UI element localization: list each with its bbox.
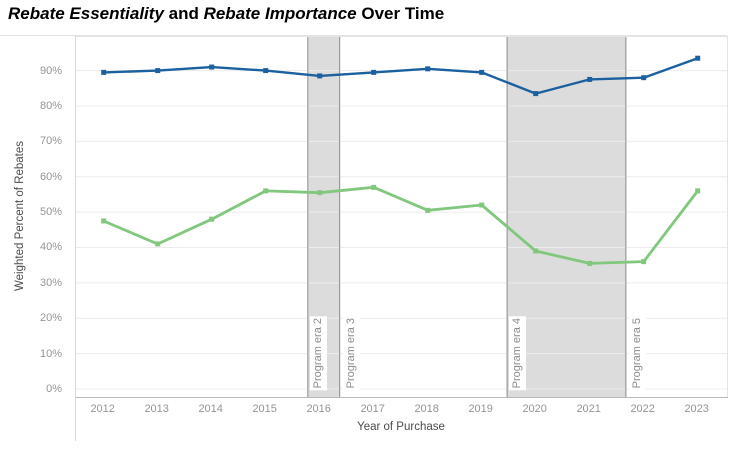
- x-tick-label: 2023: [684, 403, 709, 415]
- blue-data-point[interactable]: [425, 66, 431, 72]
- y-tick-label: 30%: [39, 276, 62, 289]
- blue-data-point[interactable]: [533, 91, 539, 97]
- x-tick-label: 2012: [90, 403, 115, 415]
- blue-data-point[interactable]: [695, 55, 701, 61]
- blue-data-point[interactable]: [263, 68, 269, 74]
- x-tick-label: 2017: [360, 403, 385, 415]
- title-part: Rebate Importance: [203, 4, 357, 23]
- green-data-point[interactable]: [371, 184, 377, 190]
- blue-data-point[interactable]: [587, 76, 593, 82]
- title-part: Over Time: [356, 4, 445, 23]
- y-tick-label: 20%: [39, 312, 62, 325]
- blue-data-point[interactable]: [155, 68, 161, 74]
- frame-top-line: [0, 35, 727, 36]
- x-tick-label: 2018: [414, 403, 439, 415]
- title-part: and: [163, 4, 204, 23]
- x-tick-label: 2015: [252, 403, 277, 415]
- x-axis-title: Year of Purchase: [357, 421, 445, 433]
- x-tick-label: 2020: [522, 403, 547, 415]
- chart-title: Rebate Essentiality and Rebate Importanc…: [8, 4, 444, 24]
- x-tick-label: 2019: [468, 403, 493, 415]
- x-tick-label: 2021: [576, 403, 601, 415]
- x-tick-label: 2016: [306, 403, 331, 415]
- x-axis-tick-labels: 2012 2013 2014 2015 2016 2017 2018 2019 2020 2021…: [75, 403, 727, 417]
- y-tick-label: 0%: [46, 383, 62, 395]
- program-era-label: Program era 4: [509, 315, 527, 390]
- y-axis-tick-labels: 0% 10% 20% 30% 40% 50% 60% 70% 80% 90%: [0, 35, 68, 397]
- green-series-line[interactable]: [102, 185, 700, 265]
- title-part: Rebate Essentiality: [8, 4, 164, 23]
- blue-series-line[interactable]: [102, 57, 699, 95]
- y-tick-label: 10%: [39, 347, 62, 360]
- green-data-point[interactable]: [479, 202, 485, 208]
- x-tick-label: 2022: [630, 403, 655, 415]
- y-tick-label: 80%: [39, 99, 62, 112]
- y-tick-label: 90%: [39, 64, 62, 77]
- green-data-point[interactable]: [695, 188, 701, 194]
- y-tick-label: 60%: [39, 170, 62, 183]
- program-era-label: Program era 3: [342, 315, 360, 390]
- y-tick-label: 40%: [39, 241, 62, 254]
- green-data-point[interactable]: [641, 259, 647, 265]
- blue-data-point[interactable]: [209, 64, 215, 70]
- x-tick-label: 2013: [144, 403, 169, 415]
- blue-data-point[interactable]: [641, 75, 647, 81]
- y-tick-label: 70%: [39, 135, 62, 148]
- x-tick-label: 2014: [198, 403, 223, 415]
- y-tick-label: 50%: [39, 206, 62, 219]
- blue-data-point[interactable]: [101, 69, 107, 75]
- blue-data-point[interactable]: [371, 69, 377, 75]
- green-data-point[interactable]: [425, 207, 431, 213]
- green-data-point[interactable]: [317, 190, 323, 196]
- blue-data-point[interactable]: [479, 69, 485, 75]
- green-data-point[interactable]: [533, 248, 539, 254]
- program-era-label: Program era 2: [309, 315, 327, 390]
- green-data-point[interactable]: [209, 216, 215, 222]
- y-axis-line: [75, 35, 76, 441]
- program-era-band: [507, 36, 626, 397]
- program-era-label: Program era 5: [628, 315, 646, 390]
- plot-area[interactable]: Program era 2 Program era 4 Program era 3 P…: [76, 36, 728, 398]
- green-data-point[interactable]: [101, 218, 107, 224]
- blue-data-point[interactable]: [317, 73, 323, 79]
- green-data-point[interactable]: [587, 260, 593, 266]
- green-data-point[interactable]: [155, 241, 161, 247]
- line-chart-canvas[interactable]: [76, 36, 728, 398]
- green-data-point[interactable]: [263, 188, 269, 194]
